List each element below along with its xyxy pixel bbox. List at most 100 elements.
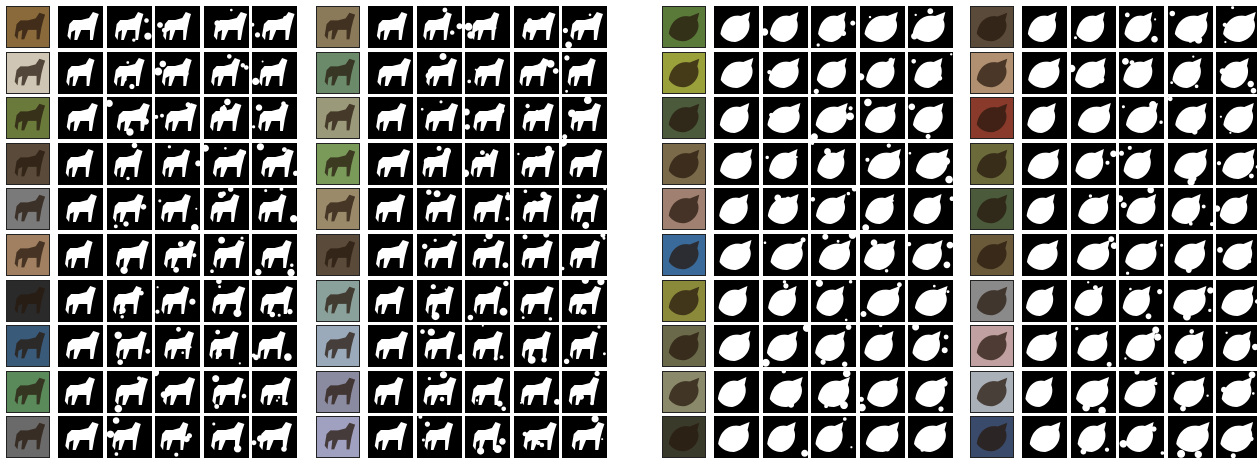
horse-segmentation-mask — [155, 188, 200, 230]
horse-segmentation-mask — [514, 188, 559, 230]
bird-segmentation-mask — [714, 234, 759, 276]
bird-segmentation-mask — [1216, 97, 1257, 139]
horse-segmentation-mask — [58, 52, 103, 94]
bird-segmentation-mask — [860, 52, 905, 94]
bird-segmentation-mask — [908, 416, 953, 458]
bird-segmentation-mask — [860, 6, 905, 48]
horse-segmentation-mask — [417, 280, 462, 322]
bird-segmentation-mask — [1119, 188, 1164, 230]
bird-segmentation-mask — [714, 416, 759, 458]
bird-photo-thumbnail — [662, 143, 706, 185]
horse-segmentation-mask — [514, 371, 559, 413]
horse-segmentation-mask — [562, 234, 607, 276]
horse-segmentation-mask — [562, 52, 607, 94]
bird-photo-thumbnail — [662, 280, 706, 322]
horse-photo-thumbnail — [316, 6, 360, 48]
horse-segmentation-mask — [58, 6, 103, 48]
horse-photo-thumbnail — [6, 416, 50, 458]
bird-segmentation-mask — [1119, 416, 1164, 458]
bird-segmentation-mask — [1071, 6, 1116, 48]
horse-segmentation-mask — [562, 325, 607, 367]
horse-segmentation-mask — [252, 143, 297, 185]
horse-photo-thumbnail — [316, 371, 360, 413]
horse-segmentation-mask — [368, 97, 413, 139]
bird-segmentation-mask — [763, 97, 808, 139]
bird-segmentation-mask — [1022, 371, 1067, 413]
bird-segmentation-mask — [1022, 325, 1067, 367]
horse-segmentation-mask — [514, 97, 559, 139]
bird-photo-thumbnail — [970, 188, 1014, 230]
bird-segmentation-mask — [860, 188, 905, 230]
horse-segmentation-mask — [204, 6, 249, 48]
horse-segmentation-mask — [107, 325, 152, 367]
horse-segmentation-mask — [368, 52, 413, 94]
horse-segmentation-mask — [562, 371, 607, 413]
bird-segmentation-mask — [714, 371, 759, 413]
bird-segmentation-mask — [1216, 371, 1257, 413]
bird-segmentation-mask — [1119, 6, 1164, 48]
horse-segmentation-mask — [252, 416, 297, 458]
horse-segmentation-mask — [58, 97, 103, 139]
horse-segmentation-mask — [58, 280, 103, 322]
horse-segmentation-mask — [155, 6, 200, 48]
bird-photo-thumbnail — [662, 188, 706, 230]
bird-segmentation-mask — [763, 416, 808, 458]
bird-photo-thumbnail — [970, 143, 1014, 185]
horse-segmentation-mask — [58, 371, 103, 413]
horse-segmentation-mask — [155, 97, 200, 139]
horse-segmentation-mask — [514, 143, 559, 185]
bird-segmentation-mask — [1022, 416, 1067, 458]
bird-segmentation-mask — [811, 188, 856, 230]
bird-segmentation-mask — [1071, 325, 1116, 367]
horse-segmentation-mask — [368, 325, 413, 367]
bird-photo-thumbnail — [662, 325, 706, 367]
horse-segmentation-mask — [417, 143, 462, 185]
bird-segmentation-mask — [763, 280, 808, 322]
horse-segmentation-mask — [252, 52, 297, 94]
bird-segmentation-mask — [1022, 6, 1067, 48]
bird-segmentation-mask — [714, 188, 759, 230]
bird-segmentation-mask — [1168, 280, 1213, 322]
horse-segmentation-mask — [252, 371, 297, 413]
horse-segmentation-mask — [514, 52, 559, 94]
horse-segmentation-mask — [204, 52, 249, 94]
horse-segmentation-mask — [465, 188, 510, 230]
horse-segmentation-mask — [465, 234, 510, 276]
horse-photo-thumbnail — [6, 143, 50, 185]
bird-segmentation-mask — [1216, 234, 1257, 276]
bird-segmentation-mask — [1071, 371, 1116, 413]
horse-segmentation-mask — [368, 143, 413, 185]
bird-segmentation-mask — [1168, 143, 1213, 185]
bird-segmentation-mask — [1071, 188, 1116, 230]
bird-segmentation-mask — [763, 52, 808, 94]
horse-segmentation-mask — [107, 143, 152, 185]
horse-photo-thumbnail — [316, 52, 360, 94]
horse-segmentation-mask — [514, 6, 559, 48]
horse-segmentation-mask — [252, 6, 297, 48]
horse-segmentation-mask — [417, 234, 462, 276]
bird-segmentation-mask — [1119, 280, 1164, 322]
bird-segmentation-mask — [763, 143, 808, 185]
horse-segmentation-mask — [107, 234, 152, 276]
horse-segmentation-mask — [417, 325, 462, 367]
bird-segmentation-mask — [1022, 188, 1067, 230]
horse-photo-thumbnail — [6, 188, 50, 230]
horse-segmentation-mask — [417, 52, 462, 94]
horse-segmentation-mask — [417, 371, 462, 413]
bird-segmentation-mask — [1119, 143, 1164, 185]
horse-segmentation-mask — [155, 371, 200, 413]
horse-segmentation-mask — [514, 325, 559, 367]
bird-segmentation-mask — [1168, 371, 1213, 413]
bird-segmentation-mask — [1216, 280, 1257, 322]
horse-segmentation-mask — [107, 6, 152, 48]
bird-segmentation-mask — [1168, 188, 1213, 230]
horse-segmentation-mask — [465, 97, 510, 139]
bird-segmentation-mask — [1216, 6, 1257, 48]
bird-photo-thumbnail — [662, 416, 706, 458]
horse-segmentation-mask — [252, 325, 297, 367]
bird-segmentation-mask — [1216, 143, 1257, 185]
bird-segmentation-mask — [1022, 97, 1067, 139]
bird-segmentation-mask — [860, 325, 905, 367]
bird-segmentation-mask — [1022, 143, 1067, 185]
bird-segmentation-mask — [860, 97, 905, 139]
